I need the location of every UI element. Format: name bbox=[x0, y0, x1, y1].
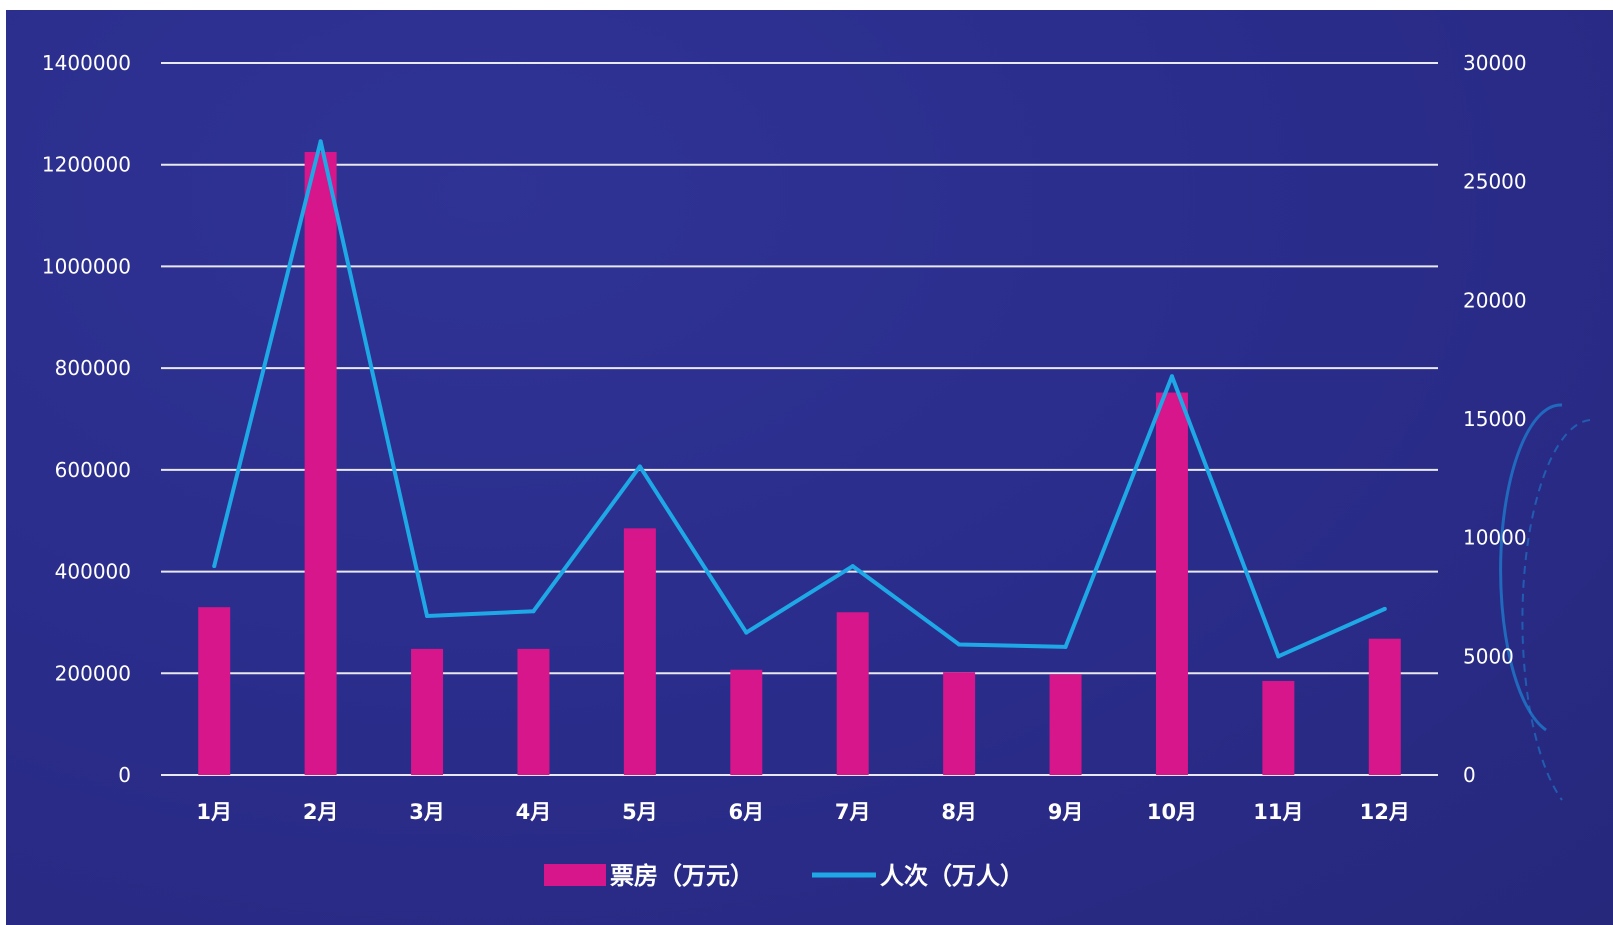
bar bbox=[730, 669, 763, 775]
right-axis-tick-label: 15000 bbox=[1463, 407, 1527, 431]
right-axis-tick-label: 0 bbox=[1463, 763, 1476, 787]
bar bbox=[1049, 674, 1082, 775]
decorative-arcs bbox=[1499, 403, 1591, 801]
bar bbox=[1262, 680, 1295, 775]
legend-label-attendance: 人次（万人） bbox=[880, 861, 1024, 890]
right-y-axis: 0 5000 10000 15000 20000 25000 30000 bbox=[1463, 51, 1527, 787]
right-axis-tick-label: 20000 bbox=[1463, 288, 1527, 312]
x-axis: 1月 2月 3月 4月 5月 6月 7月 8月 9月 10月 11月 12月 bbox=[196, 800, 1410, 824]
line-point bbox=[1276, 654, 1281, 659]
left-axis-tick-label: 600000 bbox=[55, 458, 131, 482]
line-point bbox=[1169, 374, 1174, 379]
bar bbox=[623, 528, 656, 775]
bar bbox=[836, 612, 869, 775]
line-point bbox=[957, 642, 962, 647]
combo-chart: 0200000400000600000800000100000012000001… bbox=[42, 51, 1591, 890]
line-point bbox=[1382, 606, 1387, 611]
right-axis-tick-label: 25000 bbox=[1463, 170, 1527, 194]
bar bbox=[943, 672, 976, 775]
x-axis-tick-label: 9月 bbox=[1048, 800, 1084, 824]
legend: 票房（万元） 人次（万人） bbox=[544, 861, 1024, 890]
left-axis-tick-label: 1400000 bbox=[42, 51, 131, 75]
bar bbox=[411, 648, 444, 775]
x-axis-tick-label: 6月 bbox=[728, 800, 764, 824]
left-axis-tick-label: 200000 bbox=[55, 661, 131, 685]
left-axis-tick-label: 800000 bbox=[55, 356, 131, 380]
right-axis-tick-label: 30000 bbox=[1463, 51, 1527, 75]
x-axis-tick-label: 7月 bbox=[835, 800, 871, 824]
legend-swatch-box-office bbox=[544, 864, 606, 886]
bar bbox=[198, 607, 231, 775]
x-axis-tick-label: 5月 bbox=[622, 800, 658, 824]
bar bbox=[1155, 392, 1188, 775]
line-series bbox=[212, 139, 1387, 659]
x-axis-tick-label: 2月 bbox=[303, 800, 339, 824]
right-axis-tick-label: 5000 bbox=[1463, 644, 1514, 668]
x-axis-tick-label: 1月 bbox=[196, 800, 232, 824]
x-axis-tick-label: 12月 bbox=[1360, 800, 1410, 824]
x-axis-tick-label: 10月 bbox=[1147, 800, 1197, 824]
left-axis-tick-label: 0 bbox=[118, 763, 131, 787]
series-line bbox=[212, 139, 1386, 659]
line-point bbox=[637, 464, 642, 469]
left-axis-tick-label: 1200000 bbox=[42, 153, 131, 177]
chart-panel: 0 200000 400000 600000 800000 1000000 1200000 1… bbox=[6, 10, 1613, 925]
line-point bbox=[744, 630, 749, 635]
x-axis-tick-label: 8月 bbox=[941, 800, 977, 824]
legend-label-box-office: 票房（万元） bbox=[610, 861, 754, 890]
right-axis-tick-label: 10000 bbox=[1463, 526, 1527, 550]
bar bbox=[517, 648, 550, 775]
bar bbox=[304, 152, 337, 775]
x-axis-tick-label: 4月 bbox=[516, 800, 552, 824]
line-point bbox=[1063, 644, 1068, 649]
line-point bbox=[212, 564, 217, 569]
x-axis-tick-label: 3月 bbox=[409, 800, 445, 824]
line-point bbox=[425, 613, 430, 618]
line-point bbox=[850, 564, 855, 569]
line-point bbox=[318, 139, 323, 144]
left-axis-tick-label: 1000000 bbox=[42, 254, 131, 278]
x-axis-tick-label: 11月 bbox=[1253, 800, 1303, 824]
bar-series bbox=[198, 152, 1401, 775]
bar bbox=[1368, 638, 1401, 775]
left-axis-tick-label: 400000 bbox=[55, 560, 131, 584]
gridlines bbox=[161, 62, 1438, 776]
line-point bbox=[531, 609, 536, 614]
left-y-axis: 0 200000 400000 600000 800000 1000000 1200000 1… bbox=[42, 51, 131, 787]
